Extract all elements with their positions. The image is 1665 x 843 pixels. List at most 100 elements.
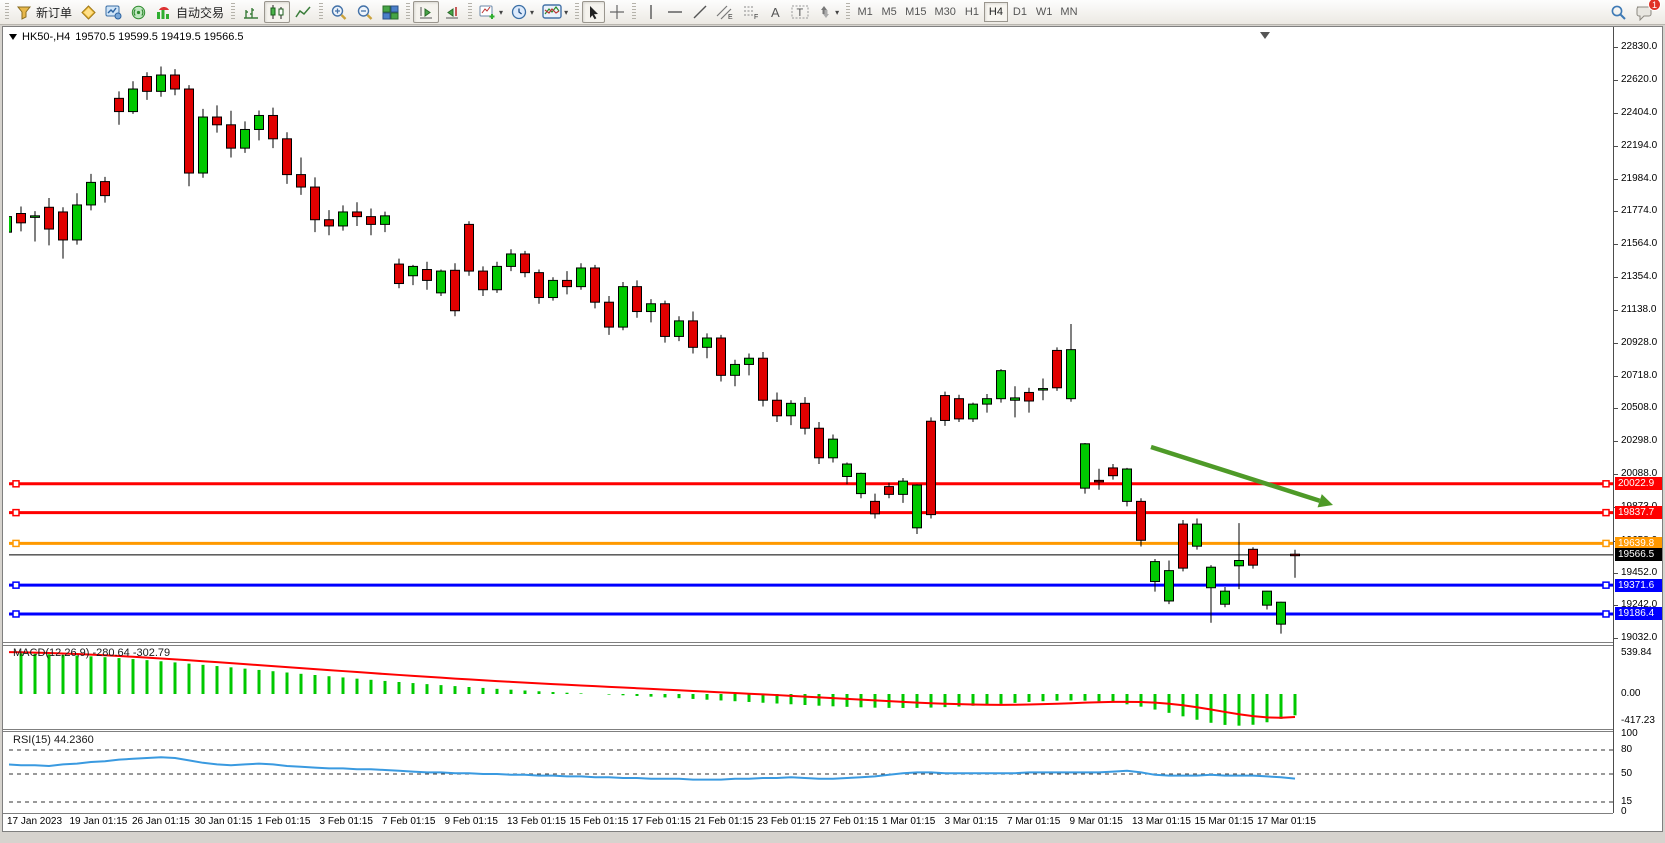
main-price-chart[interactable] <box>9 29 1614 641</box>
macd-label: MACD(12,26,9) -280.64 -302.79 <box>13 647 171 659</box>
hline-price-label: 20022.9 <box>1615 477 1662 491</box>
cursor-icon <box>589 5 598 19</box>
text-label-icon: T <box>791 5 809 19</box>
date-tick-label: 26 Jan 01:15 <box>132 816 190 827</box>
timeframe-button-W1[interactable]: W1 <box>1035 6 1053 18</box>
timeframe-button-M30[interactable]: M30 <box>934 6 956 18</box>
zoom-out-button[interactable] <box>352 1 378 23</box>
date-axis[interactable]: 17 Jan 2023 19 Jan 01:15 26 Jan 01:15 30 Ja… <box>3 816 1613 832</box>
date-tick-label: 15 Feb 01:15 <box>569 816 629 827</box>
new-order-label: 新订单 <box>36 5 73 20</box>
toolbar-grip[interactable] <box>5 3 9 21</box>
crosshair-icon <box>610 5 625 19</box>
axis-tick <box>1613 211 1618 213</box>
market-watch-button[interactable] <box>76 1 101 23</box>
auto-scroll-button[interactable] <box>413 1 440 23</box>
timeframe-button-M1[interactable]: M1 <box>857 6 873 18</box>
add-indicator-icon <box>479 5 495 19</box>
cursor-button[interactable] <box>582 1 606 23</box>
tile-windows-icon <box>382 5 399 19</box>
chart-shift-icon <box>446 6 459 18</box>
text-button[interactable]: A <box>764 1 787 23</box>
search-button[interactable] <box>1606 1 1631 23</box>
date-tick-label: 1 Feb 01:15 <box>257 816 311 827</box>
chart-shift-button[interactable] <box>439 1 465 23</box>
toolbar-grip[interactable] <box>406 3 411 21</box>
vertical-line-button[interactable] <box>639 1 662 23</box>
price-tick-label: 21354.0 <box>1621 270 1658 282</box>
line-chart-button[interactable] <box>290 1 316 23</box>
date-tick-label: 17 Mar 01:15 <box>1257 816 1316 827</box>
text-label-button[interactable]: T <box>787 1 813 23</box>
svg-text:T: T <box>797 7 804 19</box>
main-toolbar: 新订单 自动交易 ▾ ▾ <box>0 0 1665 25</box>
toolbar-grip[interactable] <box>319 3 324 21</box>
axis-tick <box>1613 47 1618 48</box>
channel-icon: E <box>716 5 733 20</box>
timeframe-button-D1[interactable]: D1 <box>1012 6 1027 18</box>
trendline-button[interactable] <box>688 1 712 23</box>
auto-trading-button[interactable]: 自动交易 <box>151 1 228 23</box>
bar-chart-button[interactable] <box>238 1 264 23</box>
notification-badge: 1 <box>1648 0 1661 11</box>
timeframe-button-H1[interactable]: H1 <box>964 6 979 18</box>
macd-axis-label: 539.84 <box>1621 647 1652 658</box>
toolbar-grip[interactable] <box>468 3 473 21</box>
horizontal-line-button[interactable] <box>662 1 688 23</box>
chart-window[interactable]: HK50-,H4 19570.5 19599.5 19419.5 19566.5… <box>2 26 1663 832</box>
equidistant-channel-button[interactable]: E <box>712 1 738 23</box>
template-button[interactable]: ▾ <box>538 1 572 23</box>
arrows-button[interactable]: ▾ <box>813 1 843 23</box>
toolbar-grip[interactable] <box>846 3 851 21</box>
rsi-panel[interactable] <box>9 732 1614 813</box>
data-window-button[interactable] <box>101 1 126 23</box>
timeframe-bar: M1 M5 M15 M30 H1 H4 D1 W1 MN <box>853 2 1081 22</box>
axis-tick <box>1613 276 1618 278</box>
pane-splitter[interactable] <box>3 731 1613 732</box>
rsi-axis-label: 80 <box>1621 744 1633 755</box>
dropdown-arrow-icon: ▾ <box>499 7 504 17</box>
collapse-triangle-icon[interactable] <box>9 34 17 40</box>
crosshair-button[interactable] <box>605 1 629 23</box>
date-tick-label: 27 Feb 01:15 <box>819 816 879 827</box>
toolbar-grip[interactable] <box>575 3 580 21</box>
zoom-out-icon <box>357 4 373 20</box>
price-tick-label: 22620.0 <box>1621 73 1658 85</box>
candlestick-chart-button[interactable] <box>264 1 291 23</box>
add-indicator-button[interactable]: ▾ <box>475 1 507 23</box>
zoom-in-icon <box>331 4 347 20</box>
timeframe-button-M5[interactable]: M5 <box>881 6 897 18</box>
date-tick-label: 17 Jan 2023 <box>7 816 63 827</box>
horizontal-line-icon <box>668 11 683 13</box>
price-tick-label: 22194.0 <box>1621 139 1658 151</box>
tile-windows-button[interactable] <box>378 1 403 23</box>
zoom-in-button[interactable] <box>326 1 352 23</box>
timeframe-button-H4[interactable]: H4 <box>983 2 1008 22</box>
timeframe-button-M15[interactable]: M15 <box>905 6 927 18</box>
toolbar-grip[interactable] <box>632 3 637 21</box>
pane-splitter[interactable] <box>3 642 1613 643</box>
status-strip <box>0 833 1665 843</box>
pane-splitter[interactable] <box>3 645 1613 646</box>
timeframe-button-MN[interactable]: MN <box>1060 6 1078 18</box>
search-icon <box>1611 5 1626 20</box>
toolbar-grip[interactable] <box>231 3 236 21</box>
axis-tick <box>1613 342 1618 344</box>
date-tick-label: 1 Mar 01:15 <box>882 816 936 827</box>
price-axis[interactable]: 22830.0 22620.0 22404.0 22194.0 21984.0 21774… <box>1613 27 1663 817</box>
signals-button[interactable] <box>126 1 151 23</box>
axis-tick <box>1613 310 1618 312</box>
date-tick-label: 30 Jan 01:15 <box>194 816 253 827</box>
template-icon <box>542 4 562 19</box>
new-order-button[interactable]: 新订单 <box>12 1 76 23</box>
fibonacci-button[interactable]: F <box>738 1 764 23</box>
pane-splitter[interactable] <box>3 729 1613 730</box>
period-button[interactable]: ▾ <box>507 1 538 23</box>
chart-header: HK50-,H4 19570.5 19599.5 19419.5 19566.5 <box>9 31 244 43</box>
notifications-button[interactable]: 1 <box>1631 0 1661 23</box>
hline-price-label: 19837.7 <box>1615 506 1662 520</box>
macd-panel[interactable] <box>9 646 1614 729</box>
current-price-label: 19566.5 <box>1615 548 1662 562</box>
price-axis-border <box>1613 27 1614 813</box>
price-tick-label: 20718.0 <box>1621 369 1658 381</box>
